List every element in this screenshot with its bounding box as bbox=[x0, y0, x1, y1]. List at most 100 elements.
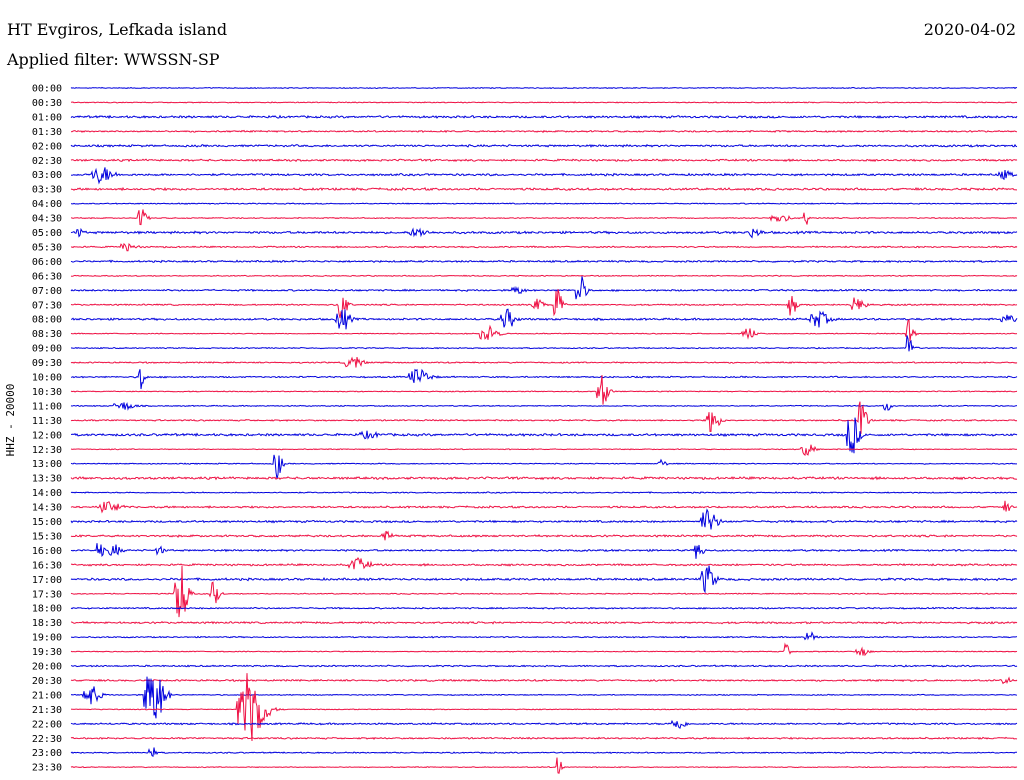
filter-label: Applied filter: WWSSN-SP bbox=[7, 50, 220, 69]
time-label: 20:30 bbox=[32, 676, 62, 687]
trace-line bbox=[70, 227, 1018, 239]
trace-line bbox=[70, 274, 1018, 278]
trace-line bbox=[70, 454, 1017, 480]
trace-line bbox=[70, 500, 1018, 514]
trace-line bbox=[70, 543, 1018, 559]
time-label: 04:30 bbox=[32, 214, 62, 225]
trace-line bbox=[70, 664, 1018, 668]
time-label: 14:30 bbox=[32, 503, 62, 514]
trace-line bbox=[70, 335, 1018, 352]
time-label: 20:00 bbox=[32, 662, 62, 673]
time-label: 17:30 bbox=[32, 589, 62, 600]
time-label: 08:30 bbox=[32, 329, 62, 340]
time-label: 16:00 bbox=[32, 546, 62, 557]
trace-line bbox=[70, 242, 1018, 252]
time-label: 11:00 bbox=[32, 401, 62, 412]
time-label: 23:30 bbox=[32, 763, 62, 774]
time-label: 02:30 bbox=[32, 156, 62, 167]
trace-line bbox=[70, 719, 1018, 729]
time-label: 10:30 bbox=[32, 387, 62, 398]
trace-line bbox=[71, 417, 1018, 454]
trace-line bbox=[70, 606, 1017, 610]
time-label: 03:30 bbox=[32, 185, 62, 196]
trace-line bbox=[70, 747, 1018, 757]
trace-line bbox=[70, 167, 1018, 185]
time-label: 00:00 bbox=[32, 84, 62, 95]
time-label: 22:30 bbox=[32, 734, 62, 745]
time-label: 01:30 bbox=[32, 127, 62, 138]
trace-line bbox=[70, 375, 1018, 405]
trace-line bbox=[70, 557, 1018, 570]
time-label: 00:30 bbox=[32, 98, 62, 109]
time-label: 07:30 bbox=[32, 300, 62, 311]
trace-line bbox=[70, 565, 1018, 594]
trace-line bbox=[70, 86, 1018, 90]
trace-line bbox=[70, 475, 1018, 481]
trace-line bbox=[70, 491, 1018, 494]
trace-line bbox=[70, 673, 1018, 742]
trace-line bbox=[70, 158, 1018, 163]
time-label: 15:00 bbox=[32, 517, 62, 528]
trace-line bbox=[70, 101, 1018, 104]
trace-line bbox=[70, 368, 1018, 390]
time-label: 21:30 bbox=[32, 705, 62, 716]
trace-line bbox=[70, 129, 1018, 134]
y-axis-label: HHZ - 20000 bbox=[4, 384, 17, 457]
trace-line bbox=[70, 631, 1018, 641]
time-label: 02:00 bbox=[32, 141, 62, 152]
time-label: 13:00 bbox=[32, 459, 62, 470]
time-label: 19:00 bbox=[32, 633, 62, 644]
trace-line bbox=[70, 259, 1018, 264]
trace-line bbox=[70, 565, 1018, 618]
time-label: 21:00 bbox=[32, 690, 62, 701]
time-label: 06:30 bbox=[32, 271, 62, 282]
time-label: 12:30 bbox=[32, 445, 62, 456]
trace-line bbox=[70, 620, 1018, 625]
time-label: 09:00 bbox=[32, 344, 62, 355]
time-label: 23:00 bbox=[32, 748, 62, 759]
trace-line bbox=[70, 508, 1018, 530]
time-label: 05:00 bbox=[32, 228, 62, 239]
trace-line bbox=[71, 202, 1018, 205]
trace-line bbox=[70, 676, 1018, 719]
date-label: 2020-04-02 bbox=[923, 20, 1016, 39]
time-label: 04:00 bbox=[32, 199, 62, 210]
time-label: 03:00 bbox=[32, 170, 62, 181]
trace-line bbox=[70, 356, 1018, 368]
time-label: 13:30 bbox=[32, 474, 62, 485]
time-label-group: 00:00 00:30 01:00 01:30 02:00 02:30 03:00 03:30… bbox=[32, 84, 62, 774]
trace-line bbox=[70, 401, 1018, 434]
trace-line bbox=[70, 642, 1018, 657]
time-label: 17:00 bbox=[32, 575, 62, 586]
time-label: 01:00 bbox=[32, 112, 62, 123]
trace-line bbox=[70, 186, 1017, 192]
time-label: 08:00 bbox=[32, 315, 62, 326]
trace-line bbox=[70, 676, 1018, 685]
time-label: 16:30 bbox=[32, 560, 62, 571]
trace-group bbox=[70, 86, 1018, 774]
trace-line bbox=[70, 318, 1018, 342]
time-label: 18:30 bbox=[32, 618, 62, 629]
trace-line bbox=[70, 308, 1018, 330]
time-label: 15:30 bbox=[32, 531, 62, 542]
trace-line bbox=[70, 530, 1018, 541]
time-label: 05:30 bbox=[32, 242, 62, 253]
time-label: 10:00 bbox=[32, 373, 62, 384]
time-label: 12:00 bbox=[32, 430, 62, 441]
time-label: 11:30 bbox=[32, 416, 62, 427]
trace-line bbox=[70, 289, 1018, 319]
trace-line bbox=[70, 757, 1018, 774]
time-label: 22:00 bbox=[32, 719, 62, 730]
time-label: 09:30 bbox=[32, 358, 62, 369]
trace-line bbox=[71, 209, 1017, 226]
time-label: 14:00 bbox=[32, 488, 62, 499]
trace-line bbox=[70, 402, 1018, 411]
station-title: HT Evgiros, Lefkada island bbox=[7, 20, 228, 39]
time-label: 06:00 bbox=[32, 257, 62, 268]
trace-line bbox=[70, 444, 1018, 457]
time-label: 18:00 bbox=[32, 604, 62, 615]
trace-line bbox=[70, 114, 1018, 120]
trace-line bbox=[70, 143, 1018, 148]
time-label: 19:30 bbox=[32, 647, 62, 658]
